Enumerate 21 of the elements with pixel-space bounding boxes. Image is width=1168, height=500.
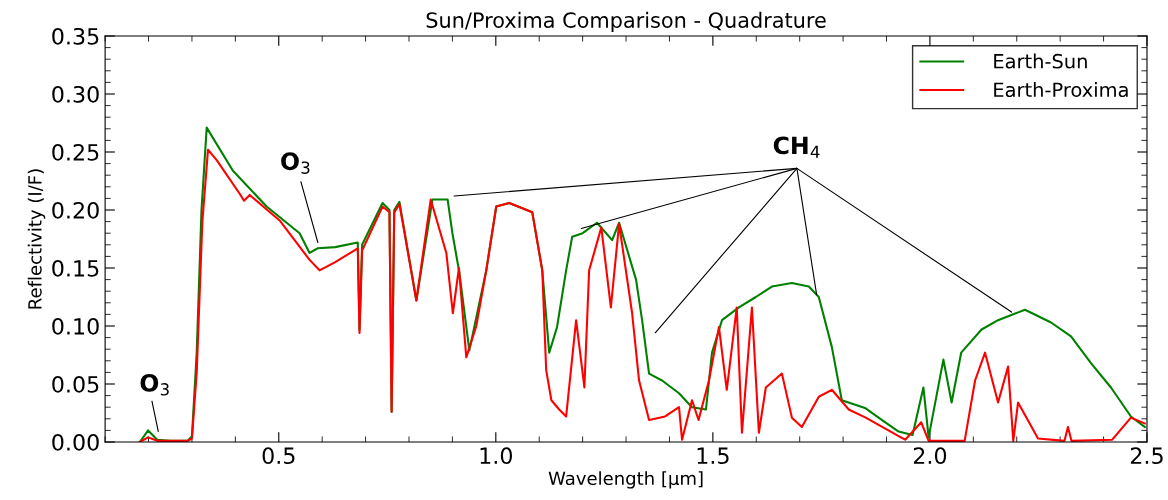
y-tick-label: 0.25 — [52, 143, 99, 161]
x-tick-label: 2.5 — [1130, 447, 1163, 465]
annotation: O$_{3}$ — [140, 373, 169, 396]
y-tick-label: 0.35 — [52, 27, 99, 45]
y-axis-title: Reflectivity (I/F) — [27, 169, 46, 309]
y-tick-label: 0.30 — [52, 85, 99, 103]
x-tick-label: 0.5 — [262, 447, 295, 465]
y-tick-label: 0.10 — [52, 317, 99, 335]
y-tick-label: 0.15 — [52, 259, 99, 277]
x-tick-label: 2.0 — [913, 447, 947, 465]
legend-label: Earth-Sun — [994, 53, 1087, 69]
chart-title: Sun/Proxima Comparison - Quadrature — [426, 11, 826, 32]
y-tick-label: 0.20 — [52, 201, 99, 219]
y-tick-label: 0.00 — [52, 433, 99, 451]
y-tick-label: 0.05 — [52, 375, 99, 393]
annotation: O$_{3}$ — [281, 152, 310, 174]
annotation: CH$_{4}$ — [773, 136, 820, 158]
x-axis-title: Wavelength [μm] — [548, 471, 703, 489]
x-tick-label: 1.5 — [697, 447, 729, 465]
x-tick-label: 1.0 — [480, 447, 513, 465]
legend-label: Earth-Proxima — [994, 82, 1128, 98]
